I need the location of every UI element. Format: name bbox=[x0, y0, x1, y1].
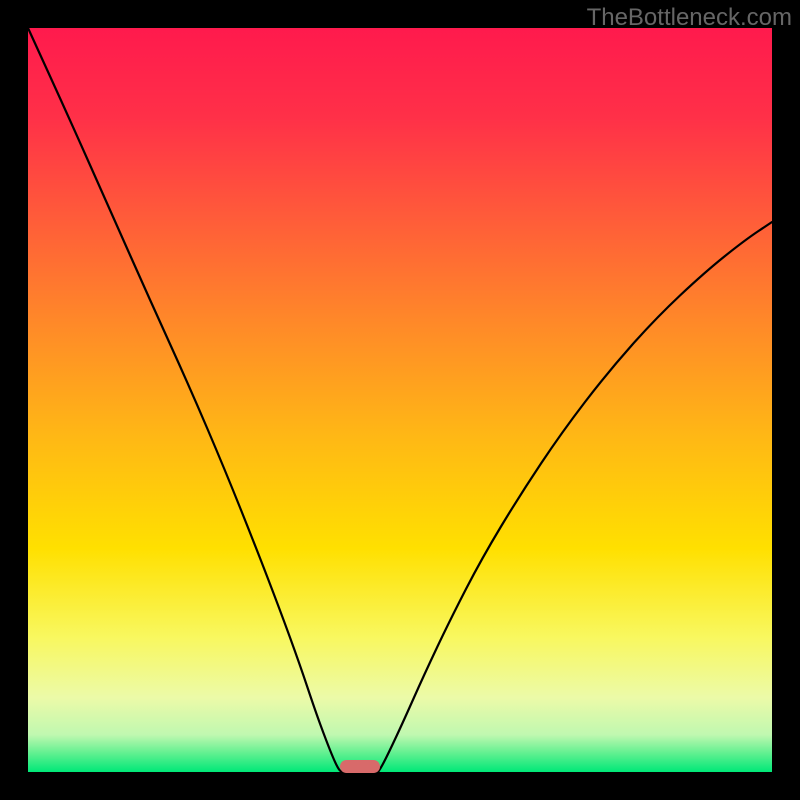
watermark-text: TheBottleneck.com bbox=[587, 4, 792, 32]
chart-container: TheBottleneck.com bbox=[0, 0, 800, 800]
bottleneck-chart bbox=[0, 0, 800, 800]
